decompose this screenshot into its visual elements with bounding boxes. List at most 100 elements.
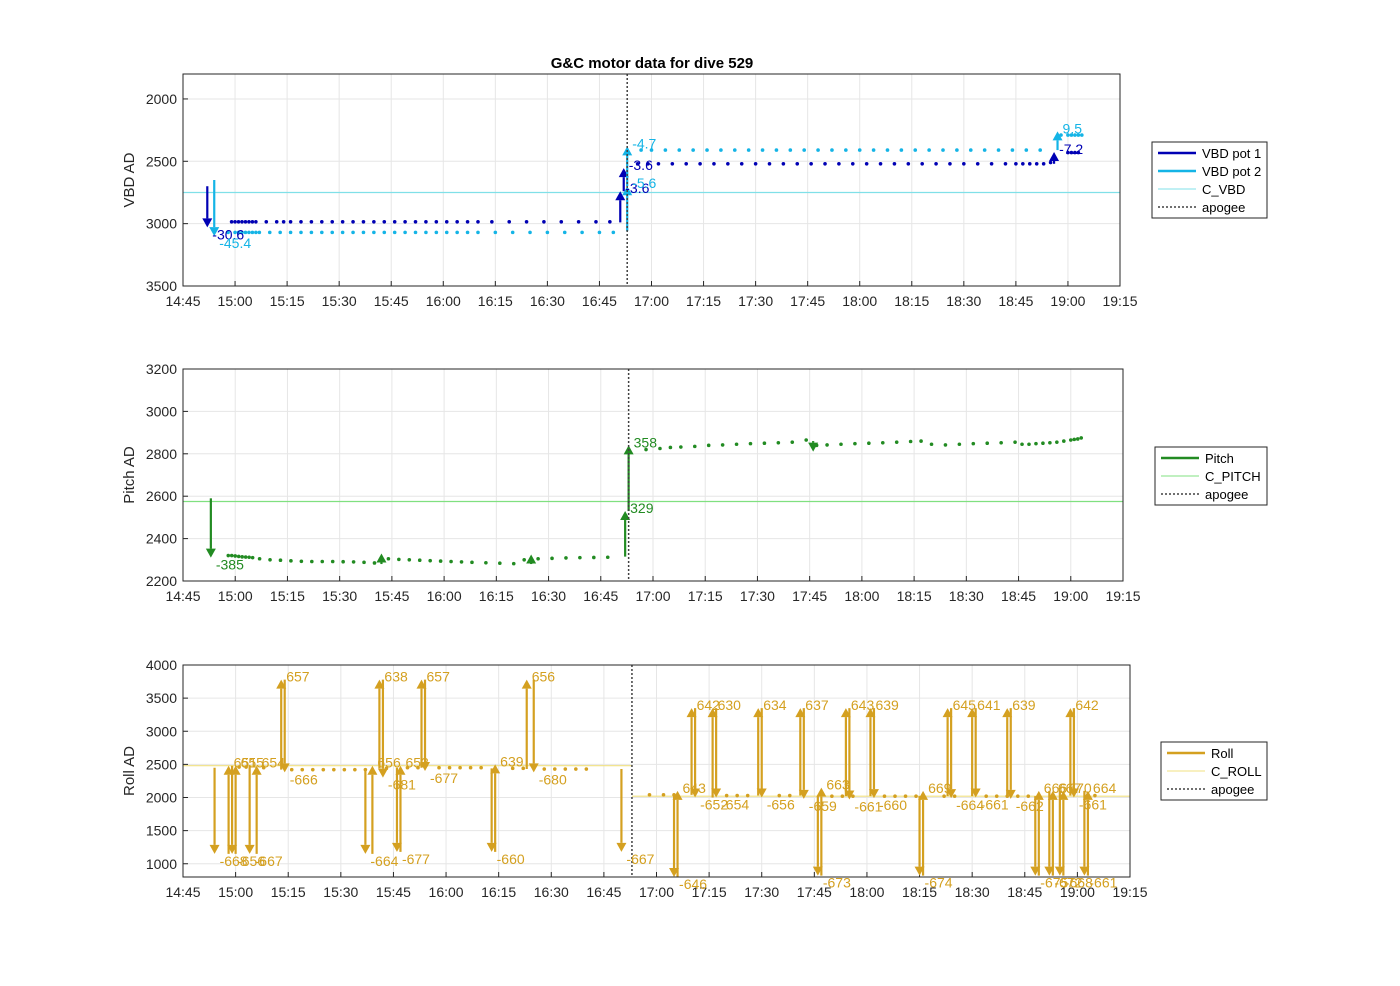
data-point [975,161,980,166]
x-tick-label: 19:00 [1060,884,1095,900]
data-point [330,559,335,564]
data-point [1073,133,1077,137]
x-tick-label: 17:45 [790,293,825,309]
move-label: 639 [875,697,899,713]
data-point [455,230,459,235]
y-axis-label: Pitch AD [121,446,138,504]
data-point [941,148,945,152]
data-point [340,230,345,235]
x-tick-label: 15:30 [323,884,358,900]
legend-entry: apogee [1205,487,1248,502]
x-tick-label: 16:15 [478,293,513,309]
data-point [734,442,739,447]
data-point [459,560,464,564]
data-point [372,230,376,235]
data-point [1069,133,1074,137]
move-arrow-head [205,548,216,558]
x-tick-label: 17:15 [692,884,727,900]
figure-title: G&C motor data for dive 529 [551,55,754,72]
data-point [748,441,753,446]
x-tick-label: 15:15 [270,293,305,309]
move-arrow-head [279,763,290,773]
x-tick-label: 18:15 [894,293,929,309]
move-arrow-head [844,790,855,800]
data-point [968,148,973,152]
data-point [237,765,241,769]
data-point [434,230,439,235]
move-arrow-head [526,554,537,564]
move-label: 643 [683,780,707,796]
data-point [853,441,857,446]
data-point [823,161,827,166]
x-tick-label: 19:15 [1105,588,1140,604]
data-point [720,443,725,447]
data-point [584,767,589,771]
x-tick-label: 15:15 [270,588,305,604]
move-arrow-head [1052,131,1063,141]
data-point [885,148,890,152]
move-arrow-head [202,218,213,228]
data-point [955,148,959,152]
move-label: 653 [405,755,429,771]
data-point [289,559,293,563]
data-point [851,794,855,798]
data-point [261,765,266,770]
data-point [268,558,272,562]
data-point [957,442,962,447]
data-point [353,767,357,772]
data-point [906,161,911,166]
x-tick-label: 18:30 [946,293,981,309]
move-label: -681 [388,777,416,793]
move-arrow-head [868,789,879,799]
move-label: 639 [1012,697,1036,713]
data-point [1010,148,1015,152]
y-tick-label: 3500 [146,690,177,706]
move-arrow-head [615,191,626,201]
data-point [706,443,711,448]
data-point [524,219,529,224]
data-point [233,554,238,558]
data-point [511,561,516,566]
move-label: -661 [854,798,882,814]
x-tick-label: 15:15 [271,884,306,900]
data-point [927,148,931,152]
move-label: -661 [1089,875,1117,891]
data-point [578,555,582,560]
x-tick-label: 18:15 [902,884,937,900]
move-label: 642 [697,697,721,713]
x-tick-label: 16:00 [426,293,461,309]
data-point [233,230,237,235]
move-label: -3.6 [629,157,653,173]
move-arrow-head [808,442,819,452]
x-tick-label: 16:45 [583,588,618,604]
data-point [392,230,397,235]
data-point [830,148,834,152]
data-point [774,148,779,152]
data-point [428,558,432,563]
x-tick-label: 16:15 [479,588,514,604]
data-point [668,445,673,450]
x-tick-label: 15:00 [218,884,253,900]
y-tick-label: 2000 [146,91,177,107]
data-point [1055,440,1059,444]
move-arrow-head [367,765,378,775]
move-label: -664 [370,853,398,869]
move-label: -5.6 [632,175,656,191]
data-point [351,230,355,235]
data-point [1076,133,1081,137]
data-point [777,793,782,798]
data-point [240,230,244,235]
data-point [982,148,987,152]
data-point [340,219,345,224]
data-point [257,556,262,561]
data-point [1069,150,1074,155]
move-label: 651 [234,755,258,771]
move-label: 358 [634,434,658,450]
data-point [309,219,314,224]
move-label: -667 [255,853,283,869]
y-tick-label: 1000 [146,856,177,872]
data-point [892,161,897,166]
data-point [362,560,366,565]
move-label: 670 [1068,780,1092,796]
data-point [712,161,716,166]
